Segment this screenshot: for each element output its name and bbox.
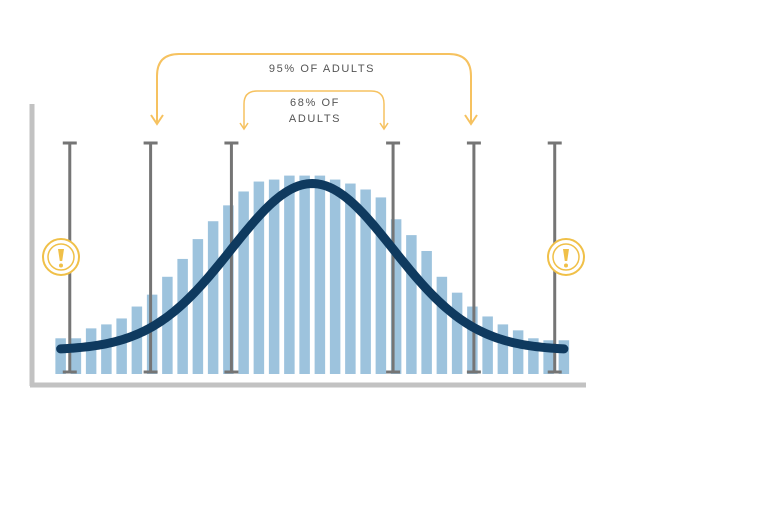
histogram-bar xyxy=(497,324,509,374)
warning-icon xyxy=(42,238,80,276)
histogram-bar xyxy=(85,328,97,374)
histogram-bar xyxy=(162,276,173,374)
histogram-bar xyxy=(482,316,493,374)
histogram-bar xyxy=(253,181,265,374)
histogram-bar xyxy=(467,306,478,374)
histogram-bar xyxy=(55,338,66,374)
histogram-bar xyxy=(406,235,417,374)
sd-marker xyxy=(386,141,401,374)
inner-interval-arrow xyxy=(243,90,385,128)
histogram-bar xyxy=(70,338,82,374)
histogram-bar xyxy=(314,175,326,374)
warning-icon xyxy=(547,238,585,276)
inner-interval-label-line2: ADULTS xyxy=(289,113,341,125)
histogram-bar xyxy=(192,239,204,374)
histogram-bar xyxy=(421,250,432,374)
histogram-bar xyxy=(268,179,280,374)
inner-interval-label-line1: 68% OF xyxy=(290,97,340,109)
sd-marker xyxy=(466,141,481,374)
histogram-bar xyxy=(223,205,234,374)
histogram-bar xyxy=(375,197,387,374)
chart-axes xyxy=(29,104,586,388)
sd-marker xyxy=(143,141,158,374)
histogram-bar xyxy=(299,175,310,374)
histogram-bar xyxy=(436,276,448,374)
histogram-bar xyxy=(558,340,570,374)
histogram-bar xyxy=(177,258,188,374)
histogram-bars xyxy=(55,175,570,374)
histogram-bar xyxy=(116,318,127,374)
histogram-bar xyxy=(360,189,371,374)
histogram-bar xyxy=(238,191,249,374)
arrowhead xyxy=(379,122,389,131)
histogram-bar xyxy=(451,292,463,374)
interval-annotations: 95% OF ADULTS 68% OF ADULTS xyxy=(150,53,478,131)
label-background xyxy=(272,92,360,126)
histogram-bar xyxy=(329,179,341,374)
outer-interval-arrow xyxy=(156,53,472,122)
histogram-bar xyxy=(101,324,112,374)
label-background xyxy=(252,58,394,76)
histogram-bar xyxy=(284,175,295,374)
histogram-bar xyxy=(131,306,143,374)
outer-interval-label: 95% OF ADULTS xyxy=(269,63,375,75)
histogram-bar xyxy=(345,183,356,374)
histogram-bar xyxy=(528,338,539,374)
histogram-bar xyxy=(512,330,524,374)
arrowhead xyxy=(464,114,478,126)
sd-marker xyxy=(224,141,239,374)
histogram-bar xyxy=(146,294,158,374)
histogram-bar xyxy=(390,219,402,374)
arrowhead xyxy=(150,114,164,126)
arrowhead xyxy=(239,122,249,131)
normal-curve xyxy=(56,179,569,354)
histogram-bar xyxy=(543,340,554,374)
histogram-bar xyxy=(207,221,219,374)
